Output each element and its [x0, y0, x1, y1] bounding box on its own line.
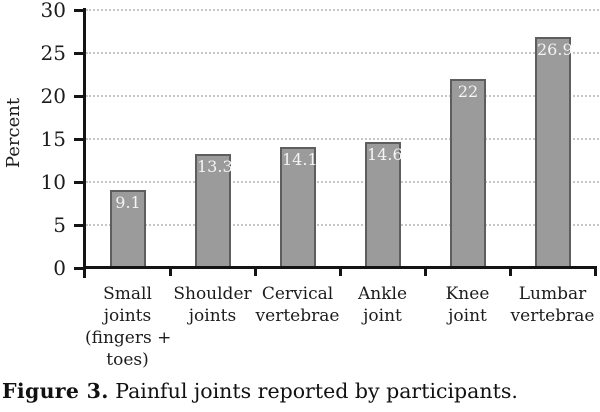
x-category-label-line: Knee [445, 284, 490, 304]
x-category-label-line: joints [103, 306, 152, 326]
bar-value-label: 9.1 [115, 193, 141, 212]
x-category-label-line: joints [188, 306, 237, 326]
y-tick-label: 25 [40, 41, 66, 65]
x-category-label-line: Lumbar [518, 284, 587, 304]
y-tick-label: 20 [40, 84, 66, 108]
x-category-label-line: vertebrae [510, 306, 595, 326]
y-tick [74, 137, 83, 141]
y-tick [74, 94, 83, 98]
y-tick [74, 51, 83, 55]
y-tick [74, 266, 83, 270]
bar-value-label: 26.9 [537, 40, 573, 59]
x-category-label-line: vertebrae [255, 306, 340, 326]
gridline [86, 52, 599, 54]
figure-caption-text: Painful joints reported by participants. [115, 379, 518, 403]
x-category-label: Shoulder joints [170, 283, 255, 327]
y-tick-label: 0 [53, 256, 66, 280]
x-category-label: Small joints (fingers + toes) [85, 283, 172, 371]
x-category-label: Lumbar vertebrae [510, 283, 595, 327]
x-tick [508, 266, 512, 276]
bar: 9.1 [110, 190, 146, 268]
x-category-label-line: Shoulder [173, 284, 252, 304]
bar: 14.1 [280, 147, 318, 268]
bar: 14.6 [365, 142, 403, 268]
x-tick [423, 266, 427, 276]
bar: 13.3 [195, 154, 233, 268]
bar-value-label: 14.6 [367, 145, 403, 164]
gridline [86, 138, 599, 140]
y-tick-label: 30 [40, 0, 66, 22]
x-category-label-line: (fingers + [85, 328, 172, 348]
y-tick-label: 10 [40, 170, 66, 194]
gridline [86, 95, 599, 97]
x-category-label: Ankle joint [340, 283, 425, 327]
x-category-label: Knee joint [425, 283, 510, 327]
x-category-label-line: Ankle [357, 284, 408, 304]
y-tick [74, 180, 83, 184]
x-category-label-line: Small [103, 284, 152, 304]
x-category-label: Cervical vertebrae [255, 283, 340, 327]
x-category-label-line: Cervical [261, 284, 334, 304]
gridline [86, 224, 599, 226]
gridline [86, 181, 599, 183]
bar-chart: Percent 9.1 13.3 14.1 14.6 22 26.9 0 5 10 15 20 25… [3, 0, 599, 371]
x-category-label-line: toes) [106, 350, 149, 370]
bar-value-label: 14.1 [282, 150, 318, 169]
x-category-label-line: joint [448, 306, 487, 326]
y-tick [74, 8, 83, 12]
y-tick [74, 223, 83, 227]
y-axis-line [83, 8, 86, 278]
x-tick [168, 266, 172, 276]
bar-value-label: 22 [457, 82, 479, 101]
bar: 22 [450, 79, 486, 268]
y-tick-label: 5 [53, 213, 66, 237]
bar: 26.9 [535, 37, 573, 268]
figure-caption: Figure 3. Painful joints reported by par… [2, 378, 518, 404]
figure-caption-label: Figure 3. [2, 379, 109, 403]
bar-value-label: 13.3 [197, 157, 233, 176]
gridline [86, 9, 599, 11]
x-tick [593, 266, 597, 276]
x-tick [253, 266, 257, 276]
y-tick-label: 15 [40, 127, 66, 151]
x-category-label-line: joint [363, 306, 402, 326]
x-tick [338, 266, 342, 276]
